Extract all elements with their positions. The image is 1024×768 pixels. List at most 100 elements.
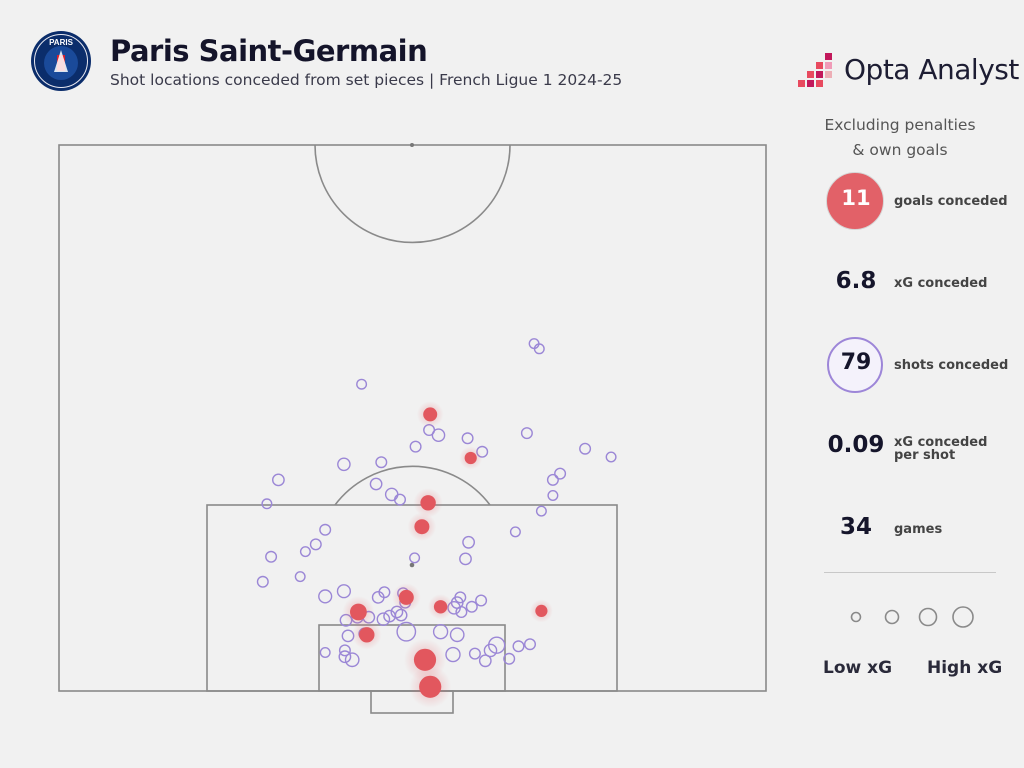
xg-label: xG conceded	[894, 276, 988, 291]
page-title: Paris Saint-Germain	[110, 34, 428, 68]
xg-value: 6.8	[835, 268, 877, 294]
shot-point-32	[256, 575, 269, 588]
shot-point-26	[309, 538, 322, 551]
goal-point-11	[419, 675, 442, 698]
shot-point-28	[265, 550, 278, 563]
shot-point-53	[432, 624, 449, 640]
shot-point-59	[512, 640, 525, 653]
games-label: games	[894, 522, 943, 537]
goals-value: 11	[841, 186, 871, 210]
legend-circle-xs	[850, 611, 862, 623]
centre-circle	[314, 144, 511, 244]
legend-low-label: Low xG	[823, 658, 893, 678]
note-line-1: Excluding penalties	[824, 116, 976, 134]
shot-point-24	[319, 523, 332, 536]
shot-point-29	[459, 552, 472, 566]
brand-name: Opta Analyst	[844, 53, 1019, 86]
legend-high-label: High xG	[927, 658, 1003, 678]
shot-point-2	[533, 343, 545, 355]
xg-size-legend	[850, 606, 974, 628]
shot-point-19	[384, 487, 399, 502]
goal-point-7	[350, 603, 367, 621]
shot-point-54	[449, 627, 465, 643]
shot-point-61	[445, 646, 461, 663]
xg-per-shot-label-2: per shot	[894, 448, 956, 463]
shot-point-20	[394, 493, 407, 506]
games-value: 34	[839, 514, 872, 540]
shot-point-23	[509, 526, 521, 538]
centre-spot	[410, 143, 414, 147]
shot-point-63	[478, 654, 492, 668]
shot-point-15	[546, 473, 559, 486]
goal-point-1	[423, 407, 438, 422]
stat-xg-per-shot: 0.09 xG conceded per shot	[810, 418, 1010, 478]
shots-label: shots conceded	[894, 358, 1009, 373]
shot-point-27	[299, 546, 311, 558]
penalty-spot	[409, 562, 415, 568]
shot-point-55	[341, 629, 355, 643]
shot-point-60	[338, 644, 351, 657]
shot-point-1	[528, 338, 540, 350]
stat-goals: 11 goals conceded	[810, 172, 1010, 232]
shot-point-65	[344, 652, 360, 668]
shot-point-3	[356, 378, 368, 390]
shot-point-30	[409, 552, 421, 564]
legend-circle-l	[952, 606, 974, 628]
shot-point-62	[503, 652, 516, 665]
goals-label: goals conceded	[894, 194, 1008, 209]
shot-point-48	[376, 612, 391, 627]
shot-point-8	[409, 440, 422, 453]
shot-point-64	[468, 647, 481, 660]
goals-badge	[826, 172, 884, 230]
stat-xg: 6.8 xG conceded	[810, 254, 1010, 314]
shot-point-17	[369, 477, 383, 491]
crest-text: PARIS	[49, 38, 74, 47]
shot-point-41	[465, 600, 478, 613]
shot-point-11	[605, 451, 617, 463]
shot-point-12	[337, 457, 351, 472]
goal-point-3	[420, 495, 436, 511]
xg-per-shot-label-1: xG conceded	[894, 435, 988, 450]
panel-divider	[824, 572, 996, 573]
goal-point-4	[414, 519, 430, 535]
goal-point-2	[464, 451, 477, 465]
shot-point-31	[294, 571, 306, 583]
shot-point-6	[520, 427, 533, 440]
xg-per-shot-value: 0.09	[827, 432, 885, 458]
shot-point-43	[475, 594, 488, 607]
stat-shots: 79 shots conceded	[810, 336, 1010, 396]
goal-point-8	[535, 604, 548, 618]
shot-point-18	[547, 490, 559, 502]
shots-badge	[827, 337, 883, 393]
shot-point-33	[336, 584, 352, 599]
goal-point-6	[433, 600, 448, 614]
shot-point-68	[524, 638, 537, 651]
opta-logo-icon	[798, 53, 832, 87]
legend-circle-s	[884, 609, 900, 625]
shot-point-21	[261, 498, 273, 510]
shot-point-66	[338, 650, 352, 664]
shot-point-34	[318, 589, 333, 604]
note-line-2: & own goals	[852, 141, 948, 159]
shot-point-25	[462, 535, 475, 549]
opta-brand: Opta Analyst	[798, 46, 1019, 90]
shot-point-67	[319, 647, 331, 659]
shot-point-7	[461, 432, 474, 445]
shot-point-13	[375, 456, 388, 469]
shot-point-44	[455, 606, 468, 619]
page-subtitle: Shot locations conceded from set pieces …	[110, 71, 623, 89]
shot-point-58	[483, 643, 498, 658]
stat-games: 34 games	[810, 500, 1010, 560]
header: PARIS Paris Saint-Germain Shot locations…	[30, 28, 670, 98]
shot-point-5	[431, 428, 446, 443]
shot-point-16	[271, 473, 285, 487]
goal-point-9	[359, 627, 375, 643]
goal-point-5	[398, 589, 414, 605]
shot-point-22	[535, 505, 547, 517]
shot-point-52	[396, 621, 417, 642]
psg-crest-icon: PARIS	[31, 31, 91, 91]
shots-value: 79	[840, 350, 872, 375]
shot-point-10	[579, 442, 592, 455]
penalty-arc	[334, 465, 491, 506]
